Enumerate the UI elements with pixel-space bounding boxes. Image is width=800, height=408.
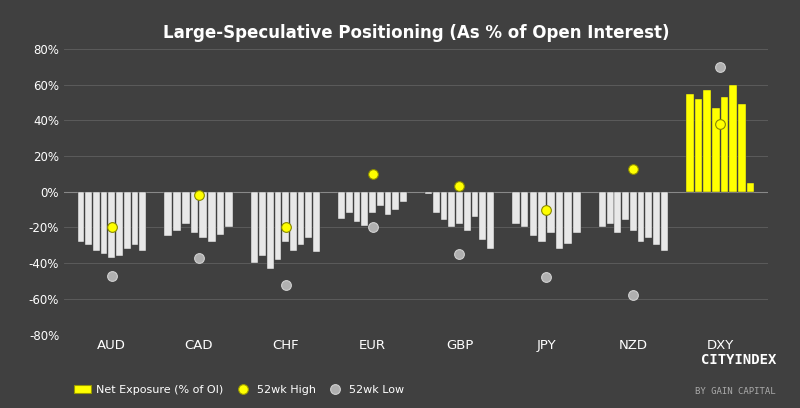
Bar	[479, 192, 486, 240]
Bar	[425, 192, 432, 193]
Bar	[165, 192, 172, 236]
Bar	[109, 192, 115, 258]
Bar	[573, 192, 581, 233]
Bar	[282, 192, 289, 242]
Bar	[226, 192, 233, 228]
Bar	[251, 192, 258, 263]
Bar	[433, 192, 440, 213]
Bar	[298, 192, 305, 245]
Bar	[521, 192, 529, 228]
Bar	[131, 192, 138, 245]
Bar	[721, 97, 728, 192]
Bar	[730, 85, 737, 192]
Bar	[661, 192, 667, 251]
Bar	[638, 192, 645, 242]
Title: Large-Speculative Positioning (As % of Open Interest): Large-Speculative Positioning (As % of O…	[162, 24, 670, 42]
Bar	[530, 192, 537, 236]
Bar	[338, 192, 345, 219]
Bar	[606, 192, 614, 224]
Bar	[217, 192, 224, 235]
Bar	[392, 192, 399, 210]
Bar	[400, 192, 407, 202]
Legend: Net Exposure (% of OI), 52wk High, 52wk Low: Net Exposure (% of OI), 52wk High, 52wk …	[70, 380, 409, 399]
Bar	[313, 192, 320, 253]
Bar	[564, 192, 572, 244]
Bar	[448, 192, 455, 228]
Bar	[738, 104, 746, 192]
Bar	[259, 192, 266, 256]
Bar	[354, 192, 361, 222]
Bar	[93, 192, 100, 251]
Bar	[487, 192, 494, 249]
Bar	[555, 192, 563, 249]
Bar	[703, 90, 711, 192]
Bar	[686, 93, 694, 192]
Bar	[385, 192, 391, 215]
Bar	[78, 192, 84, 242]
Bar	[208, 192, 215, 242]
Bar	[346, 192, 353, 213]
Bar	[622, 192, 629, 220]
Bar	[464, 192, 470, 231]
Bar	[712, 108, 720, 192]
Bar	[306, 192, 312, 238]
Bar	[614, 192, 622, 233]
Bar	[694, 99, 702, 192]
Bar	[471, 192, 478, 217]
Bar	[124, 192, 130, 249]
Text: CITYINDEX: CITYINDEX	[701, 353, 776, 367]
Bar	[512, 192, 520, 224]
Bar	[377, 192, 384, 206]
Bar	[182, 192, 190, 224]
Bar	[630, 192, 637, 231]
Bar	[116, 192, 123, 256]
Bar	[266, 192, 274, 268]
Bar	[547, 192, 554, 233]
Bar	[599, 192, 606, 228]
Bar	[290, 192, 297, 251]
Text: BY GAIN CAPITAL: BY GAIN CAPITAL	[695, 387, 776, 396]
Bar	[86, 192, 92, 245]
Bar	[646, 192, 652, 238]
Bar	[139, 192, 146, 251]
Bar	[173, 192, 181, 231]
Bar	[746, 183, 754, 192]
Bar	[274, 192, 282, 259]
Bar	[538, 192, 546, 242]
Bar	[190, 192, 198, 233]
Bar	[456, 192, 463, 224]
Bar	[362, 192, 368, 226]
Bar	[653, 192, 660, 245]
Bar	[199, 192, 207, 238]
Bar	[441, 192, 447, 220]
Bar	[101, 192, 107, 254]
Bar	[369, 192, 376, 213]
